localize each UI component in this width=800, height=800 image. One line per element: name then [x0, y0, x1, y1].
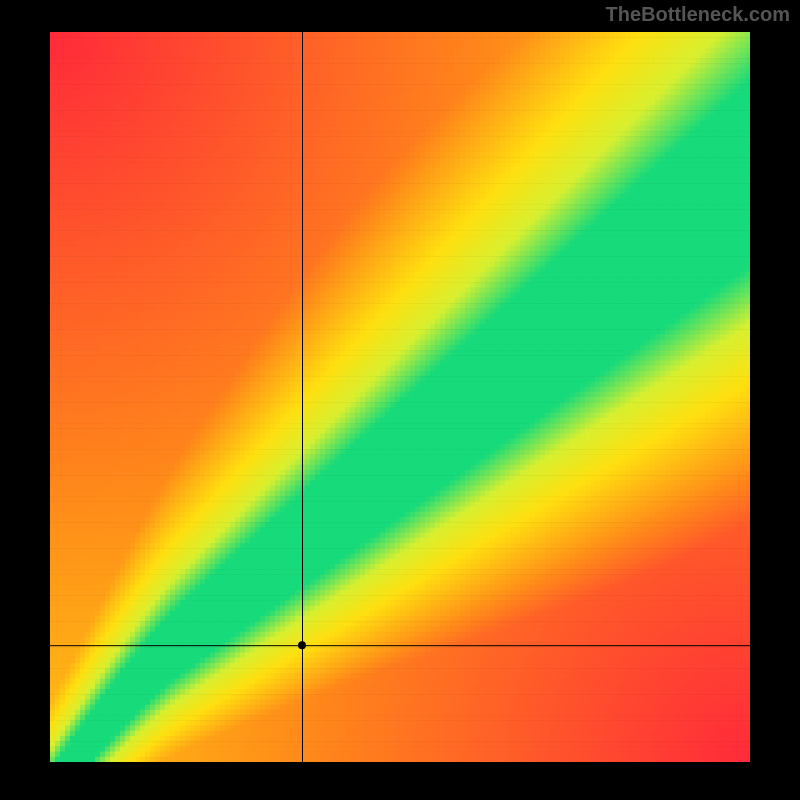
heatmap-chart	[50, 32, 750, 762]
chart-container: TheBottleneck.com	[0, 0, 800, 800]
heatmap-canvas	[50, 32, 750, 762]
watermark-text: TheBottleneck.com	[606, 4, 790, 27]
